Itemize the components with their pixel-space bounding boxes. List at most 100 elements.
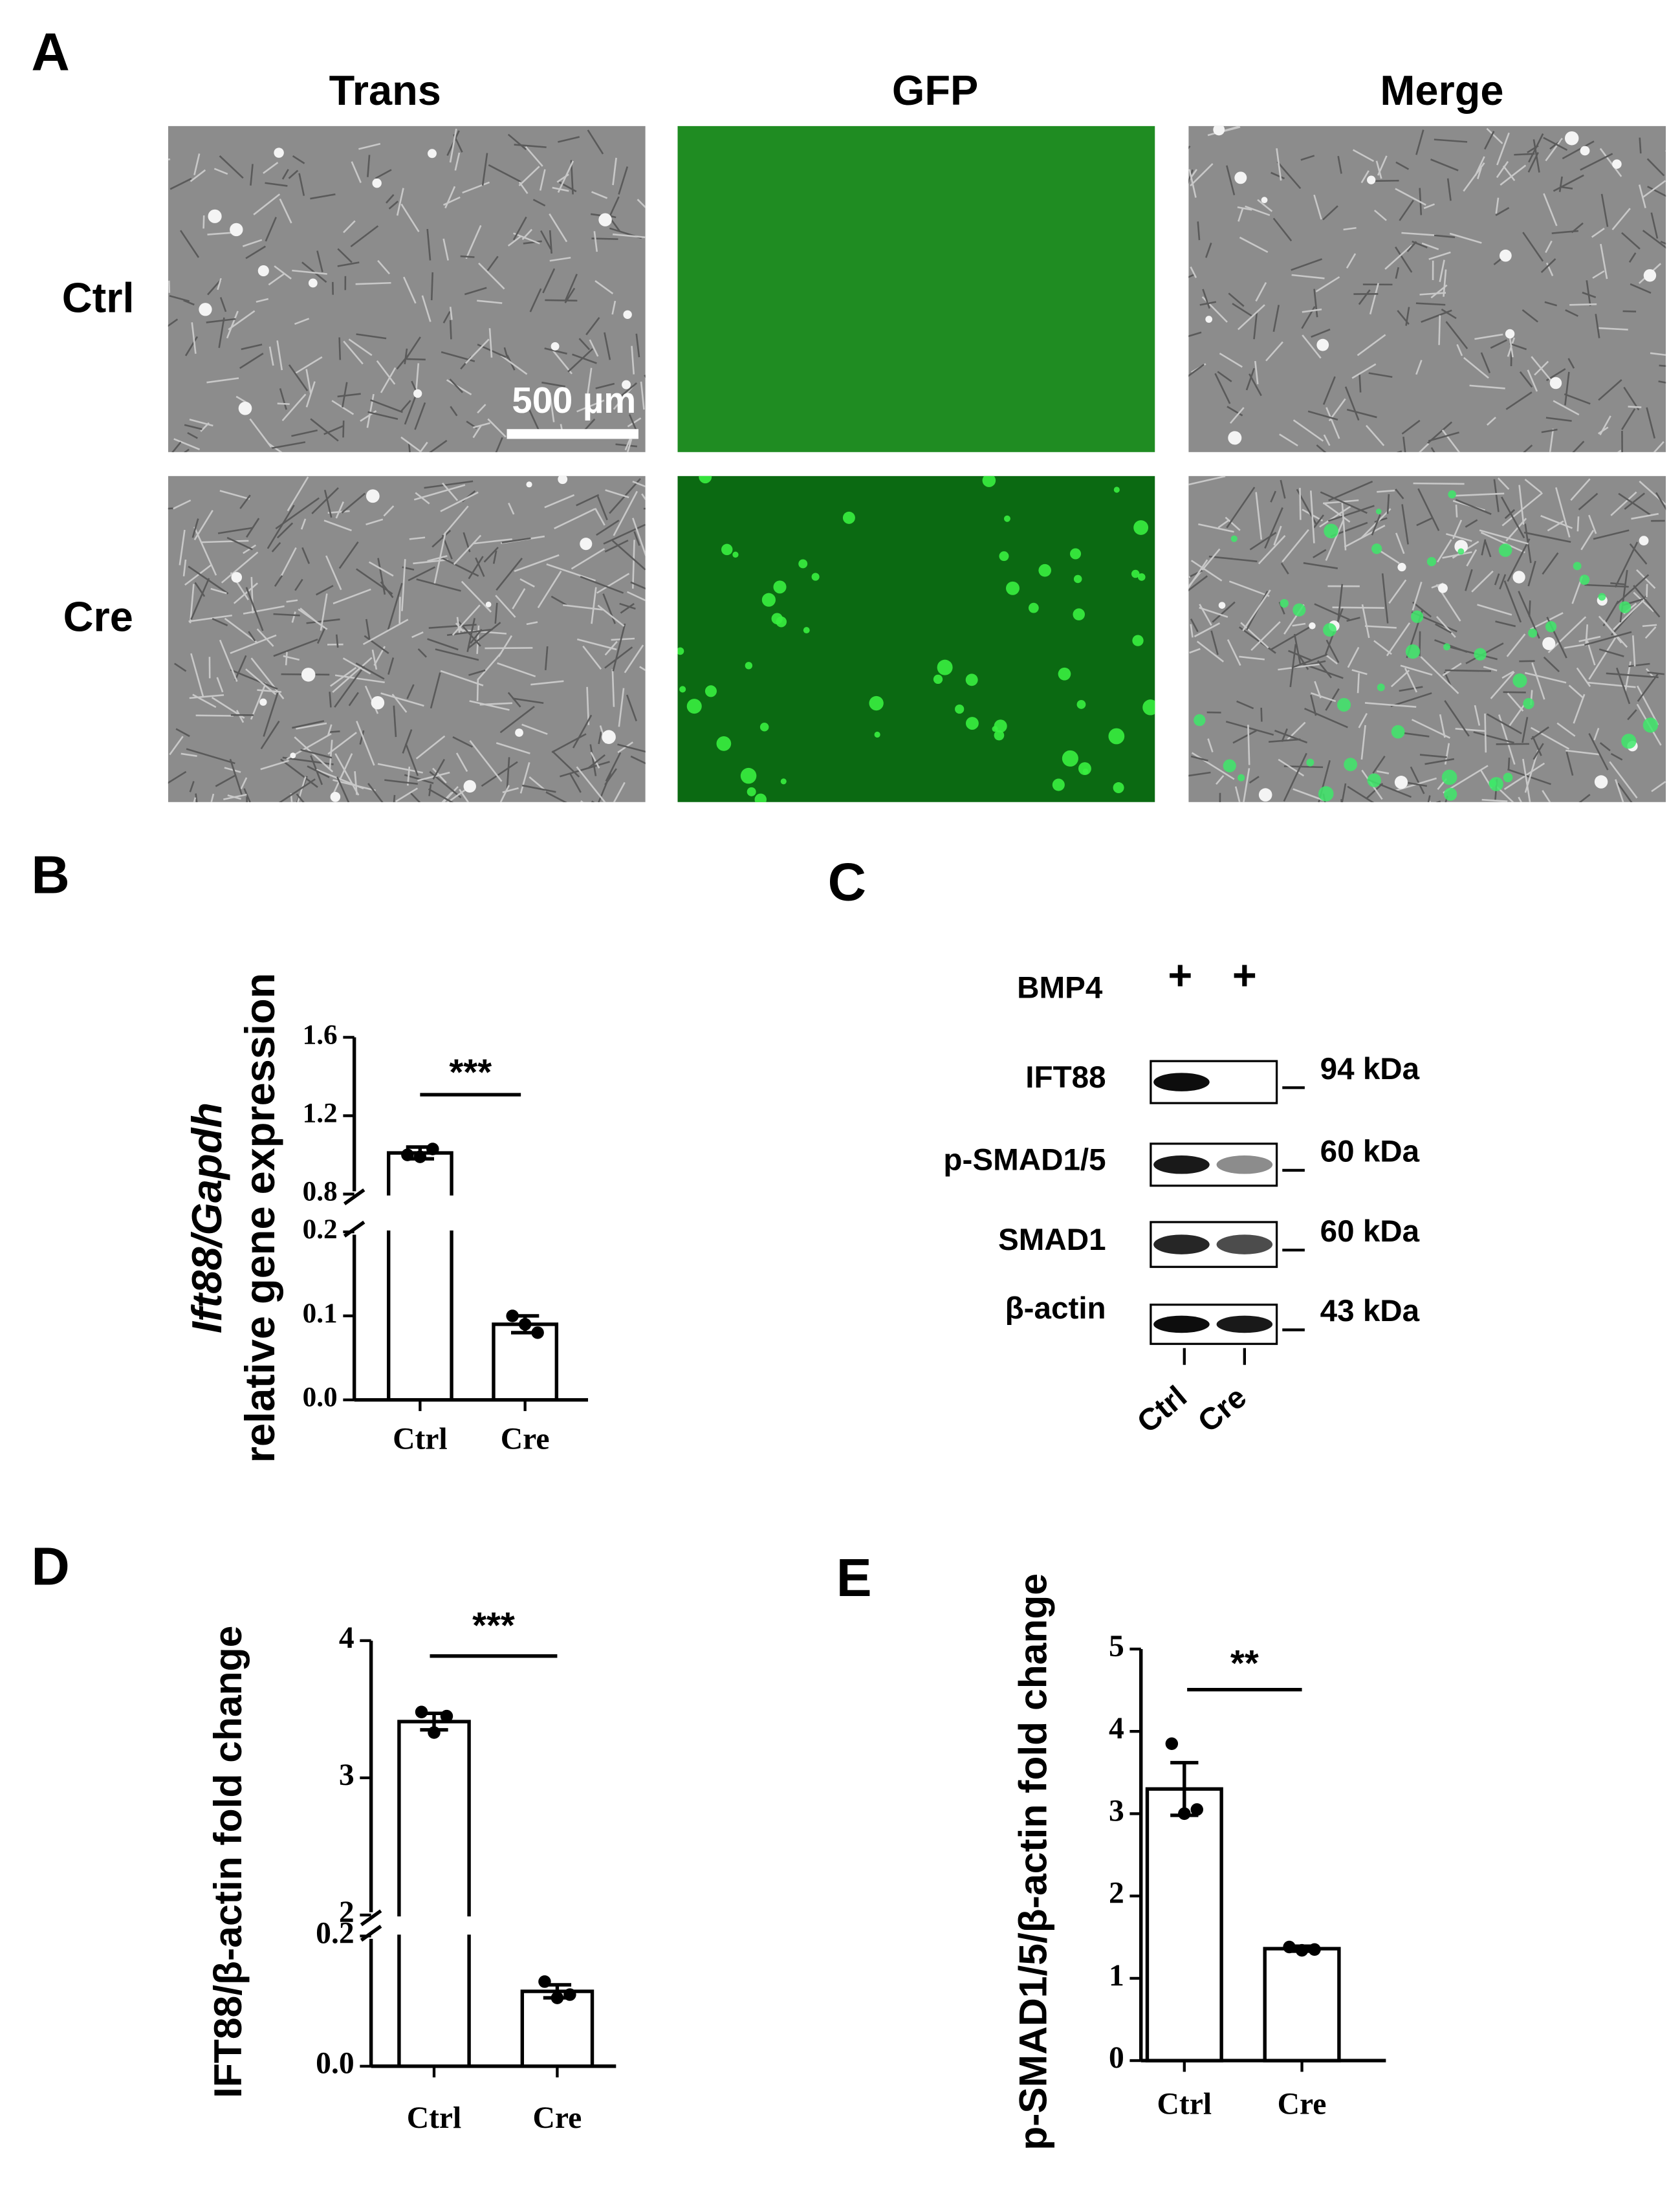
cell-edge (1621, 232, 1641, 250)
gfp-cell (759, 722, 769, 732)
cell-edge (271, 542, 281, 552)
cell-edge (1522, 717, 1529, 743)
bright-cell (1205, 316, 1213, 323)
cell-edge (431, 529, 452, 548)
bar-break-gap (384, 1195, 456, 1231)
cell-edge (1650, 352, 1666, 356)
cell-edge (1188, 575, 1208, 592)
bright-cell (301, 668, 316, 682)
cell-edge (635, 333, 640, 358)
cell-edge (1274, 730, 1308, 744)
cell-edge (549, 230, 552, 254)
cell-edge (195, 793, 198, 802)
cell-edge (241, 344, 263, 351)
cell-edge (613, 490, 638, 536)
cell-edge (495, 595, 516, 618)
cell-edge (1217, 519, 1230, 529)
x-tick-label: Cre (1278, 2087, 1327, 2121)
cell-edge (191, 518, 199, 538)
cell-edge (1609, 761, 1638, 799)
cell-edge (464, 338, 490, 364)
cell-edge (1255, 282, 1267, 302)
cell-edge (1214, 373, 1231, 404)
bright-cell (1564, 131, 1579, 146)
cell-edge (1307, 410, 1338, 421)
cell-edge (586, 686, 590, 725)
gfp-cell (933, 674, 943, 684)
cell-edge (406, 358, 426, 361)
row-label: Ctrl (62, 274, 135, 321)
gfp-cell (1573, 562, 1582, 571)
gfp-cell (1073, 574, 1082, 584)
cell-edge (1441, 429, 1461, 452)
cell-edge (508, 502, 515, 515)
cell-edge (571, 548, 605, 570)
cell-edge (240, 777, 248, 789)
cell-edge (1283, 752, 1307, 802)
cell-edge (327, 732, 357, 755)
cell-edge (402, 729, 413, 754)
cell-edge (239, 494, 251, 509)
cell-edge (256, 628, 274, 647)
bright-cell (1228, 431, 1242, 445)
cell-edge (1616, 574, 1650, 605)
cell-edge (409, 536, 426, 540)
gfp-cell (803, 627, 810, 634)
cell-edge (1401, 419, 1421, 435)
cell-edge (362, 618, 409, 645)
cell-edge (413, 558, 448, 565)
cell-edge (514, 144, 547, 148)
cell-edge (1412, 601, 1432, 618)
cell-edge (612, 233, 646, 239)
cell-edge (1250, 621, 1281, 651)
cell-edge (512, 216, 527, 241)
cell-edge (1572, 441, 1585, 452)
cell-edge (1614, 542, 1639, 588)
cell-edge (186, 748, 235, 765)
cell-edge (1439, 259, 1445, 282)
bright-cell (259, 698, 267, 706)
cell-edge (558, 136, 580, 143)
cell-edge (1518, 485, 1525, 525)
cell-edge (1386, 622, 1411, 657)
cell-edge (1573, 694, 1586, 724)
cell-edge (1245, 205, 1271, 216)
cell-edge (1435, 616, 1456, 638)
cell-edge (639, 666, 646, 672)
gfp-cell (874, 731, 880, 738)
cell-edge (1188, 169, 1197, 198)
panel-label: A (31, 23, 69, 82)
cell-edge (1486, 417, 1496, 426)
cell-edge (1415, 129, 1424, 155)
cell-edge (234, 655, 247, 681)
cell-edge (190, 653, 204, 697)
cell-edge (481, 153, 488, 186)
cell-edge (1599, 415, 1611, 435)
cell-edge (1545, 240, 1553, 254)
cell-edge (245, 587, 264, 631)
cell-edge (1531, 356, 1555, 384)
cell-edge (1647, 671, 1664, 675)
cell-edge (551, 750, 580, 778)
cell-edge (1361, 604, 1370, 639)
cell-edge (1659, 364, 1666, 367)
cell-edge (442, 311, 451, 323)
cell-edge (1395, 161, 1410, 170)
cell-edge (602, 593, 616, 624)
data-point (538, 1975, 551, 1988)
cell-edge (604, 768, 617, 785)
cell-edge (1236, 700, 1254, 710)
cell-edge (1189, 648, 1201, 654)
cell-edge (400, 436, 422, 452)
cell-edge (1636, 569, 1656, 589)
cell-edge (1280, 479, 1286, 499)
cell-edge (1219, 793, 1221, 802)
cell-edge (497, 662, 536, 677)
cell-edge (348, 692, 359, 706)
cell-edge (1293, 633, 1302, 665)
cell-edge (1369, 283, 1379, 315)
lane-label: Ctrl (1131, 1379, 1194, 1439)
cell-edge (487, 418, 507, 438)
cell-edge (1582, 291, 1597, 298)
cell-edge (1622, 310, 1637, 312)
